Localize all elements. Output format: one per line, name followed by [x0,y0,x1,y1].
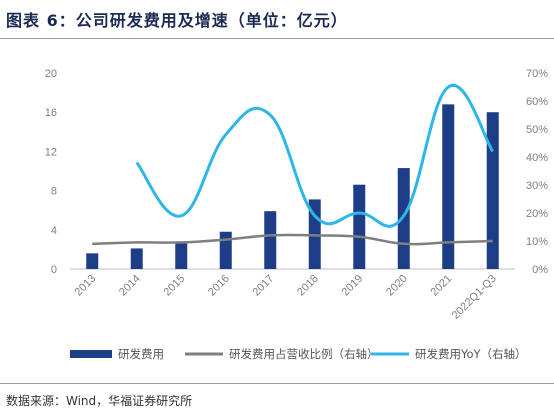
bar-rd-expense [219,231,232,269]
x-axis-tick-label: 2017 [251,273,277,299]
bar-rd-expense [442,104,455,269]
legend-label: 研发费用YoY（右轴） [415,347,527,361]
left-axis-tick-label: 0 [51,264,57,276]
left-axis-tick-label: 20 [45,68,57,80]
right-axis-tick-label: 20% [526,208,548,220]
right-axis-tick-label: 10% [526,236,548,248]
right-axis-tick-label: 30% [526,180,548,192]
x-axis-tick-label: 2018 [295,273,321,299]
x-axis-tick-label: 2014 [117,273,143,299]
legend-label: 研发费用占营收比例（右轴） [229,347,379,361]
x-axis-tick-label: 2021 [429,273,455,299]
bar-rd-expense [86,253,99,269]
left-axis-tick-label: 8 [51,186,57,198]
x-axis-tick-label: 2013 [73,273,99,299]
bar-rd-expense [130,248,143,269]
right-axis-tick-label: 60% [526,96,548,108]
right-axis-tick-label: 70% [526,68,548,80]
bar-rd-expense [175,243,188,269]
bar-series [86,104,499,269]
bar-rd-expense [264,211,277,269]
right-axis-tick-label: 40% [526,152,548,164]
bar-rd-expense [397,168,410,269]
bar-rd-expense [486,112,499,269]
footer-divider [0,383,554,384]
source-note: 数据来源：Wind，华福证券研究所 [6,394,193,408]
line-series [92,83,495,246]
bar-rd-expense [353,184,366,269]
right-axis-tick-label: 0% [532,264,548,276]
line-rd-yoy [135,83,495,228]
title-divider [0,38,554,39]
chart-title: 图表 6：公司研发费用及增速（单位：亿元） [6,11,348,30]
legend: 研发费用 研发费用占营收比例（右轴） 研发费用YoY（右轴） [70,347,527,361]
x-axis-tick-label: 2019 [340,273,366,299]
chart: 0 4 8 12 16 20 0% 10% 20% 30% 40% 50% 60% 70% 2013 2014… [45,68,548,361]
x-axis-tick-label: 2020 [384,273,410,299]
x-axis-tick-label: 2022Q1-Q3 [450,273,499,322]
legend-label: 研发费用 [118,347,164,361]
right-axis-tick-label: 50% [526,124,548,136]
left-axis-tick-label: 16 [45,107,57,119]
line-rd-ratio [92,233,493,246]
x-axis-tick-label: 2016 [206,273,232,299]
left-axis-tick-label: 12 [45,146,57,158]
legend-swatch-bar [70,350,112,358]
left-axis-tick-label: 4 [51,225,57,237]
x-axis-tick-label: 2015 [162,273,188,299]
